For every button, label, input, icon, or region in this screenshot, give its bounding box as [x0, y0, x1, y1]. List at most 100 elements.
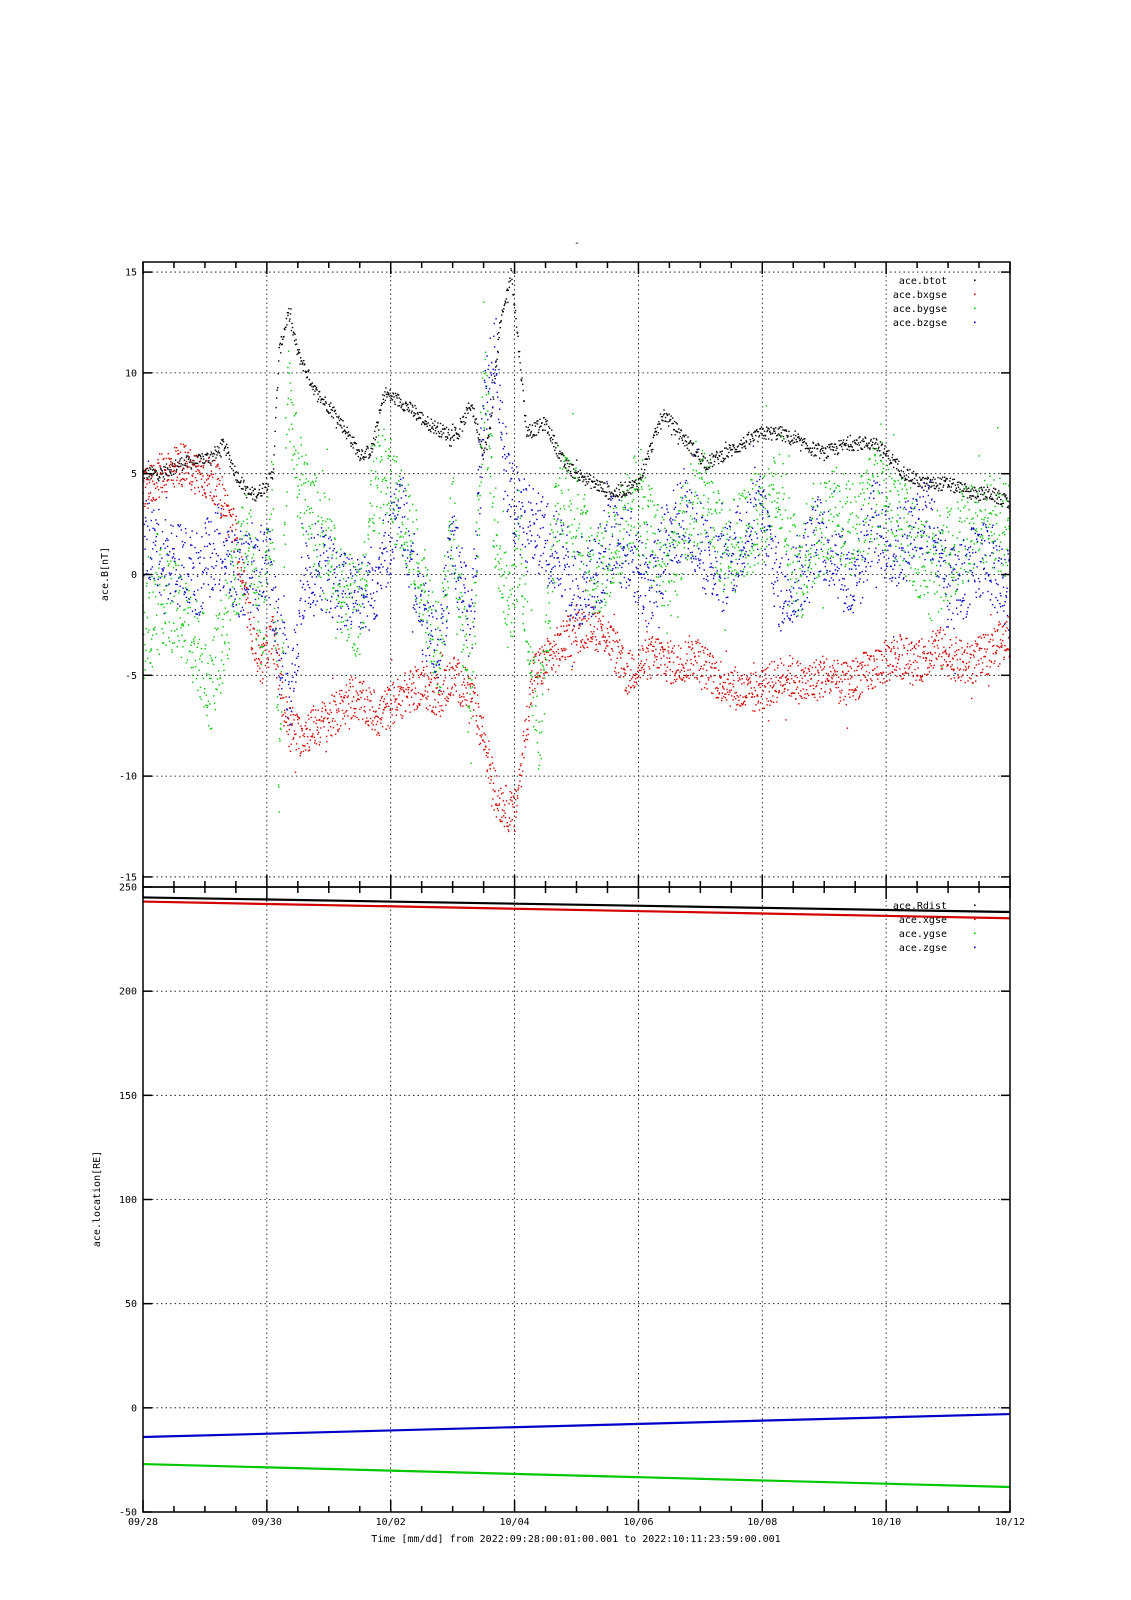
data-point — [191, 475, 194, 477]
data-point — [302, 744, 304, 747]
data-point — [695, 640, 697, 643]
data-point — [644, 662, 646, 665]
data-point — [750, 696, 753, 698]
data-point — [452, 666, 454, 668]
data-point — [574, 639, 577, 642]
data-point — [299, 755, 301, 757]
data-point — [336, 621, 339, 624]
data-point — [369, 454, 372, 457]
data-point — [232, 513, 234, 516]
data-point — [437, 422, 439, 424]
data-point — [793, 437, 795, 439]
data-point — [390, 659, 393, 661]
data-point — [257, 635, 259, 637]
data-point — [560, 648, 563, 650]
data-point — [736, 671, 739, 674]
data-point — [599, 641, 601, 643]
data-point — [386, 702, 389, 705]
data-point — [231, 529, 233, 532]
data-point — [621, 495, 623, 498]
data-point — [875, 438, 877, 440]
data-point — [287, 733, 289, 736]
data-point — [691, 640, 693, 643]
data-point — [832, 681, 834, 683]
data-point — [900, 675, 902, 677]
data-point — [940, 668, 943, 670]
data-point — [210, 677, 212, 680]
data-point — [971, 488, 973, 490]
data-point — [710, 676, 712, 678]
data-point — [638, 482, 641, 485]
data-point — [270, 625, 272, 628]
data-point — [749, 680, 752, 683]
data-point — [987, 634, 989, 636]
data-point — [966, 646, 969, 648]
data-point — [397, 498, 399, 500]
data-point — [649, 674, 651, 676]
data-point — [326, 718, 329, 720]
data-point — [175, 471, 177, 473]
data-point — [423, 422, 425, 425]
data-point — [695, 451, 697, 453]
data-point — [409, 671, 412, 673]
data-point — [495, 365, 498, 367]
data-point — [282, 697, 285, 699]
data-point — [648, 668, 651, 670]
data-point — [756, 428, 758, 431]
data-point — [725, 447, 727, 449]
data-point — [182, 646, 184, 648]
data-point — [328, 574, 330, 577]
data-point — [153, 579, 156, 582]
data-point — [436, 649, 438, 652]
data-point — [516, 804, 518, 807]
data-point — [482, 458, 485, 460]
data-point — [336, 709, 338, 711]
data-point — [274, 430, 276, 433]
data-point — [787, 435, 789, 437]
data-point — [911, 479, 914, 481]
data-point — [930, 660, 933, 662]
data-point — [429, 424, 431, 427]
data-point — [980, 637, 983, 639]
data-point — [410, 412, 413, 414]
data-point — [904, 672, 906, 674]
data-point — [292, 713, 295, 716]
data-point — [150, 464, 153, 467]
data-point — [720, 453, 723, 455]
data-point — [339, 586, 341, 588]
data-point — [157, 458, 159, 461]
data-point — [150, 638, 153, 640]
data-point — [437, 627, 439, 629]
data-point — [924, 477, 926, 480]
data-point — [743, 682, 745, 684]
data-point — [678, 677, 681, 679]
data-point — [649, 445, 651, 448]
data-point — [428, 607, 430, 609]
data-point — [405, 688, 407, 691]
data-point — [657, 673, 659, 676]
data-point — [352, 715, 355, 717]
data-point — [438, 432, 441, 434]
data-point — [442, 690, 445, 693]
data-point — [576, 619, 579, 621]
data-point — [253, 616, 255, 619]
data-point — [152, 480, 154, 482]
data-point — [213, 453, 216, 455]
data-point — [174, 446, 176, 449]
data-point — [397, 533, 399, 535]
data-point — [546, 672, 548, 674]
data-point — [475, 702, 477, 704]
data-point — [699, 460, 701, 462]
data-point — [662, 648, 664, 651]
data-point — [284, 543, 287, 545]
data-point — [354, 644, 356, 646]
data-point — [357, 449, 359, 451]
data-point — [688, 646, 690, 648]
data-point — [579, 469, 582, 471]
data-point — [246, 558, 248, 560]
data-point — [886, 644, 889, 647]
data-point — [334, 733, 337, 735]
data-point — [387, 725, 389, 727]
data-point — [439, 715, 442, 717]
data-point — [979, 499, 982, 501]
